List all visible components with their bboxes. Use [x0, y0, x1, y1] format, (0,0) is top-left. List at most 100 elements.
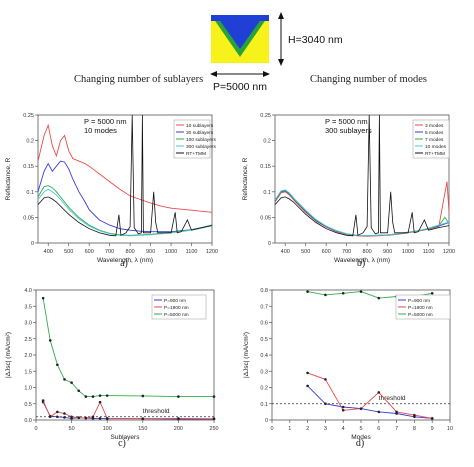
data-point	[341, 408, 345, 412]
y-axis-label: Reflectance, R	[5, 157, 12, 200]
x-tick-label: 800	[363, 249, 372, 255]
data-point	[105, 394, 109, 397]
chart-panel-d: 0 0.1 0.2 0.3 0.4 0.5 0.6 0.7 0.8 0 1 2 3 4 5 6 7 8 9 10 Mod…	[243, 288, 453, 449]
x-tick-label: 100	[103, 426, 112, 432]
data-point	[324, 378, 327, 381]
legend-label: 300 sublayers	[186, 144, 216, 150]
series-line	[37, 185, 213, 236]
y-tick-label: 0.1	[26, 190, 34, 196]
x-tick-label: 500	[301, 249, 310, 255]
period-label: P=5000 nm	[213, 81, 267, 93]
data-point	[63, 416, 66, 419]
period-arrow-head-right	[263, 71, 270, 77]
series-line	[37, 123, 213, 213]
panel-label: c)	[118, 438, 126, 449]
x-axis-label: Wavelength, λ (nm)	[334, 257, 390, 264]
data-point	[359, 290, 363, 293]
data-point	[430, 417, 434, 420]
y-tick-label: 0.5	[24, 402, 32, 408]
y-axis-label: |ΔJsc| (mA/cm²)	[5, 332, 12, 378]
x-tick-label: 250	[209, 426, 218, 432]
y-tick-label: 0.7	[260, 304, 268, 310]
legend-label: 3 modes	[425, 123, 444, 129]
y-tick-label: 3.5	[24, 304, 32, 310]
y-tick-label: 0.15	[260, 164, 271, 170]
y-tick-label: 1.5	[24, 369, 32, 375]
y-tick-label: 0.1	[260, 402, 268, 408]
y-tick-label: 0.3	[260, 369, 268, 375]
y-tick-label: 0.05	[260, 215, 271, 221]
legend: P=900 nmP=1800 nmP=5000 nm	[151, 294, 207, 320]
data-point	[341, 405, 345, 409]
legend-label: P=5000 nm	[164, 312, 189, 318]
x-tick-label: 0	[270, 426, 273, 432]
x-tick-label: 700	[342, 249, 351, 255]
data-point	[91, 395, 95, 398]
series-line	[307, 385, 433, 419]
height-arrow-head-bottom	[278, 59, 284, 66]
y-tick-label: 0	[31, 241, 34, 247]
data-point	[306, 384, 309, 388]
data-point	[141, 417, 145, 421]
chart-annotation: P = 5000 nm	[84, 117, 127, 126]
y-tick-label: 0.2	[260, 386, 268, 392]
data-point	[324, 293, 327, 297]
x-tick-label: 50	[69, 426, 75, 432]
data-point	[395, 410, 398, 414]
legend-label: P=900 nm	[164, 298, 186, 304]
x-tick-label: 6	[377, 426, 380, 432]
height-arrow	[278, 12, 284, 66]
x-tick-label: 400	[281, 249, 290, 255]
legend-label: RT+TMM	[425, 151, 445, 157]
y-tick-label: 0.8	[260, 288, 268, 294]
structure-blue-cone	[216, 15, 264, 49]
data-point	[359, 407, 363, 410]
legend-label: 30 sublayers	[186, 130, 214, 136]
y-tick-label: 0	[268, 241, 271, 247]
x-tick-label: 200	[174, 426, 183, 432]
x-axis-label: Wavelength, λ (nm)	[97, 257, 153, 264]
x-tick-label: 600	[322, 249, 331, 255]
x-tick-label: 700	[105, 249, 114, 255]
y-tick-label: 0.5	[260, 337, 268, 343]
y-tick-label: 0.1	[263, 190, 271, 196]
data-point	[70, 415, 73, 419]
legend-label: P=5000 nm	[408, 312, 433, 318]
data-point	[98, 400, 102, 404]
data-point	[377, 391, 381, 394]
series-line	[307, 372, 433, 419]
legend-label: 10 sublayers	[186, 123, 214, 129]
chart-panel-a: 0 0.05 0.1 0.15 0.2 0.25 400 500 600 700 800 900 100…	[5, 113, 218, 269]
x-tick-label: 3	[324, 426, 327, 432]
y-axis-label: Reflectance, R	[242, 157, 249, 200]
series-line	[274, 114, 450, 237]
panel-label: d)	[356, 438, 364, 449]
data-point	[212, 395, 216, 398]
panel-label: b)	[357, 258, 365, 269]
x-tick-label: 600	[85, 249, 94, 255]
data-point	[413, 413, 416, 417]
x-tick-label: 9	[431, 426, 434, 432]
data-point	[177, 417, 180, 420]
data-point	[141, 394, 145, 398]
chart-annotation: P = 5000 nm	[325, 117, 368, 126]
right-caption: Changing number of modes	[310, 74, 427, 85]
series-line	[37, 114, 213, 237]
y-tick-label: 2.5	[24, 337, 32, 343]
data-point	[212, 417, 216, 421]
x-tick-label: 800	[126, 249, 135, 255]
period-arrow	[210, 71, 270, 77]
data-point	[70, 381, 73, 384]
y-tick-label: 0.6	[260, 321, 268, 327]
series-line	[274, 189, 450, 237]
x-tick-label: 400	[44, 249, 53, 255]
legend-label: P=900 nm	[408, 298, 430, 304]
x-tick-label: 5	[359, 426, 362, 432]
x-tick-label: 4	[342, 426, 345, 432]
x-tick-label: 1000	[165, 249, 177, 255]
data-point	[56, 415, 59, 419]
y-tick-label: 0.2	[263, 139, 271, 145]
x-axis-label: Modes	[351, 434, 371, 441]
data-point	[98, 394, 102, 397]
